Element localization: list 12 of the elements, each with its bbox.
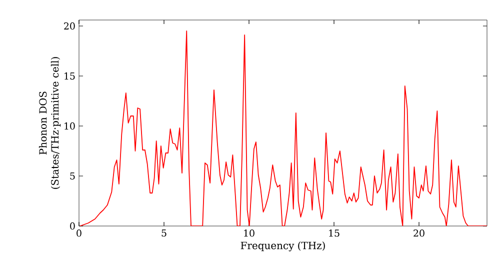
y-tick-label: 15 [64, 72, 75, 80]
x-tick-label: 15 [329, 230, 340, 237]
y-tick-label: 10 [64, 122, 75, 130]
x-tick-label: 5 [162, 230, 166, 237]
x-tick-label: 10 [244, 230, 254, 237]
y-tick-label: 5 [70, 172, 75, 180]
y-axis-title: Phonon DOS (States/THz·primitive cell) [38, 57, 61, 189]
x-tick-label: 0 [76, 230, 82, 237]
x-axis-title: Frequency (THz) [240, 242, 325, 252]
y-tick-label: 20 [64, 22, 75, 30]
y-tick-label: 0 [70, 222, 75, 230]
x-tick-label: 20 [414, 230, 424, 237]
